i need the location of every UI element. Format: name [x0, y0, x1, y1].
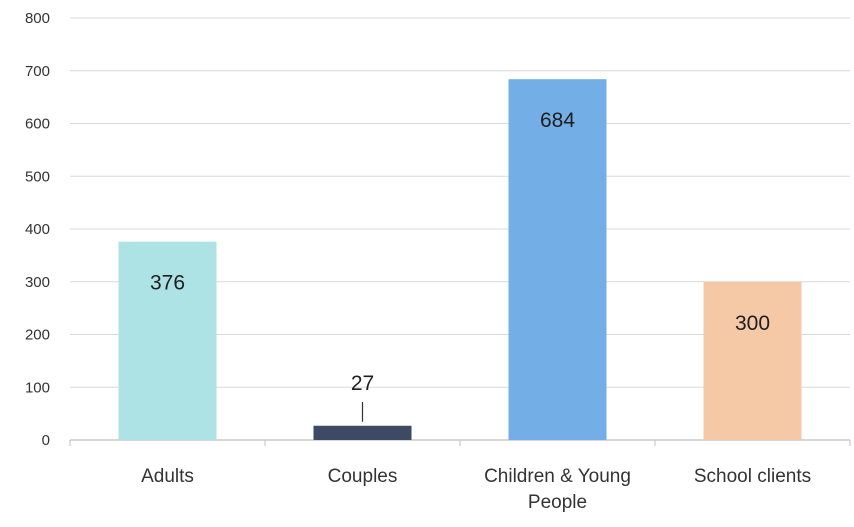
x-axis-category-labels: Adults Couples Children & Young People Schoo…	[141, 466, 811, 513]
bar-school-clients	[703, 281, 802, 440]
x-category-label: People	[528, 492, 587, 513]
data-label: 376	[150, 272, 185, 295]
y-tick-label: 400	[25, 221, 50, 238]
y-tick-label: 700	[25, 63, 50, 80]
data-label: 27	[351, 372, 374, 395]
x-category-label: Adults	[141, 466, 194, 487]
y-tick-label: 200	[25, 327, 50, 344]
data-label: 684	[540, 109, 575, 132]
y-tick-label: 500	[25, 168, 50, 185]
y-tick-label: 800	[25, 10, 50, 27]
bar-adults	[118, 241, 217, 440]
y-tick-label: 0	[42, 432, 50, 449]
y-tick-label: 300	[25, 274, 50, 291]
y-tick-label: 600	[25, 116, 50, 133]
x-category-label: School clients	[694, 466, 811, 487]
bar-couples	[313, 425, 412, 440]
x-category-label: Couples	[328, 466, 398, 487]
x-category-label: Children & Young	[484, 466, 631, 487]
data-labels: 376 27 684 300	[150, 109, 770, 422]
y-tick-label: 100	[25, 379, 50, 396]
bar-children-young	[508, 79, 607, 440]
y-axis-ticks: 0 100 200 300 400 500 600 700 800	[25, 10, 50, 449]
data-label: 300	[735, 312, 770, 335]
bars	[118, 79, 802, 440]
